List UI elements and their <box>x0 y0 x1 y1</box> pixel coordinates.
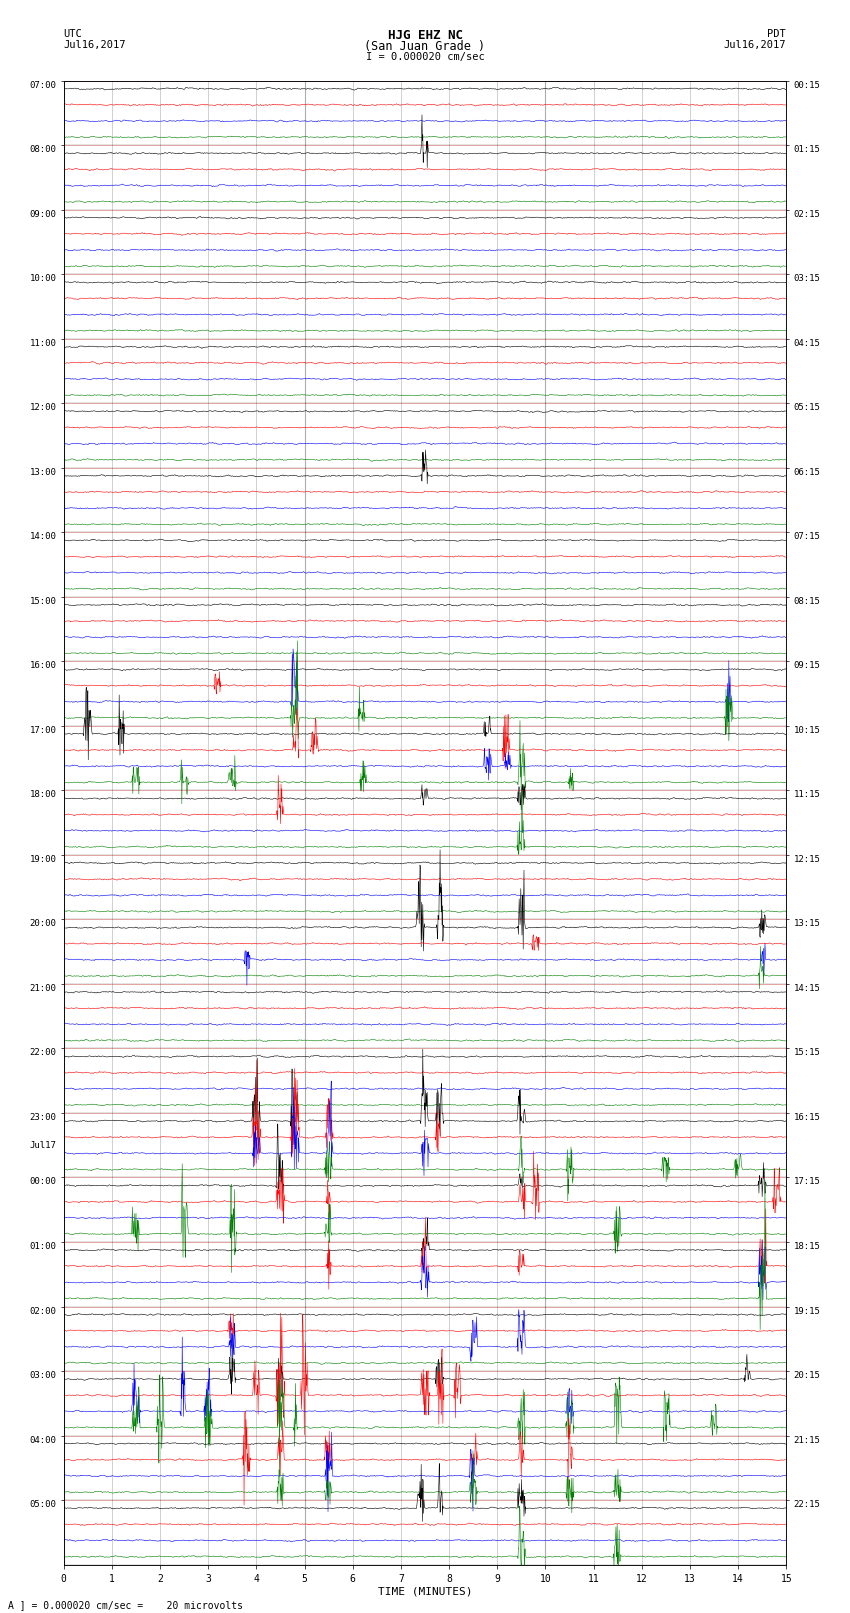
Text: Jul17: Jul17 <box>30 1140 56 1150</box>
Text: 03:15: 03:15 <box>794 274 820 284</box>
Text: 23:00: 23:00 <box>30 1113 56 1123</box>
Text: 08:00: 08:00 <box>30 145 56 155</box>
Text: UTC: UTC <box>64 29 82 39</box>
Text: 04:15: 04:15 <box>794 339 820 348</box>
Text: 20:00: 20:00 <box>30 919 56 929</box>
Text: A ] = 0.000020 cm/sec =    20 microvolts: A ] = 0.000020 cm/sec = 20 microvolts <box>8 1600 243 1610</box>
Text: 21:00: 21:00 <box>30 984 56 994</box>
Text: 10:15: 10:15 <box>794 726 820 736</box>
Text: Jul16,2017: Jul16,2017 <box>64 40 127 50</box>
Text: 02:00: 02:00 <box>30 1307 56 1316</box>
Text: I = 0.000020 cm/sec: I = 0.000020 cm/sec <box>366 52 484 61</box>
Text: 00:15: 00:15 <box>794 81 820 90</box>
Text: 01:00: 01:00 <box>30 1242 56 1252</box>
Text: 07:15: 07:15 <box>794 532 820 542</box>
Text: 02:15: 02:15 <box>794 210 820 219</box>
Text: 16:15: 16:15 <box>794 1113 820 1123</box>
Text: 12:00: 12:00 <box>30 403 56 413</box>
Text: 09:00: 09:00 <box>30 210 56 219</box>
Text: 16:00: 16:00 <box>30 661 56 671</box>
Text: Jul16,2017: Jul16,2017 <box>723 40 786 50</box>
X-axis label: TIME (MINUTES): TIME (MINUTES) <box>377 1587 473 1597</box>
Text: 19:00: 19:00 <box>30 855 56 865</box>
Text: 10:00: 10:00 <box>30 274 56 284</box>
Text: 18:00: 18:00 <box>30 790 56 800</box>
Text: PDT: PDT <box>768 29 786 39</box>
Text: 04:00: 04:00 <box>30 1436 56 1445</box>
Text: HJG EHZ NC: HJG EHZ NC <box>388 29 462 42</box>
Text: 06:15: 06:15 <box>794 468 820 477</box>
Text: 07:00: 07:00 <box>30 81 56 90</box>
Text: 09:15: 09:15 <box>794 661 820 671</box>
Text: 19:15: 19:15 <box>794 1307 820 1316</box>
Text: 20:15: 20:15 <box>794 1371 820 1381</box>
Text: (San Juan Grade ): (San Juan Grade ) <box>365 40 485 53</box>
Text: 18:15: 18:15 <box>794 1242 820 1252</box>
Text: 08:15: 08:15 <box>794 597 820 606</box>
Text: 01:15: 01:15 <box>794 145 820 155</box>
Text: 15:15: 15:15 <box>794 1048 820 1058</box>
Text: 13:00: 13:00 <box>30 468 56 477</box>
Text: 05:00: 05:00 <box>30 1500 56 1510</box>
Text: 14:00: 14:00 <box>30 532 56 542</box>
Text: 22:00: 22:00 <box>30 1048 56 1058</box>
Text: 17:15: 17:15 <box>794 1177 820 1187</box>
Text: 21:15: 21:15 <box>794 1436 820 1445</box>
Text: 12:15: 12:15 <box>794 855 820 865</box>
Text: 05:15: 05:15 <box>794 403 820 413</box>
Text: 17:00: 17:00 <box>30 726 56 736</box>
Text: 11:15: 11:15 <box>794 790 820 800</box>
Text: 03:00: 03:00 <box>30 1371 56 1381</box>
Text: 22:15: 22:15 <box>794 1500 820 1510</box>
Text: 15:00: 15:00 <box>30 597 56 606</box>
Text: 13:15: 13:15 <box>794 919 820 929</box>
Text: 11:00: 11:00 <box>30 339 56 348</box>
Text: 14:15: 14:15 <box>794 984 820 994</box>
Text: 00:00: 00:00 <box>30 1177 56 1187</box>
